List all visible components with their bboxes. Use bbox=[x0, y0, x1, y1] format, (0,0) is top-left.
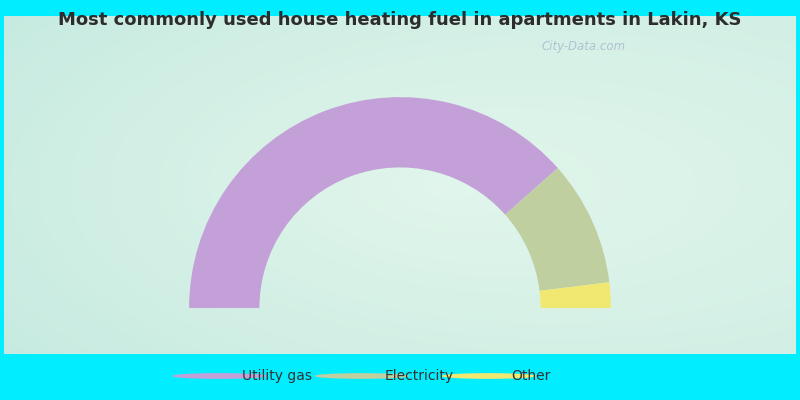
Wedge shape bbox=[539, 282, 611, 308]
Wedge shape bbox=[505, 168, 610, 291]
Text: Utility gas: Utility gas bbox=[242, 369, 312, 383]
Circle shape bbox=[172, 373, 267, 379]
Text: Most commonly used house heating fuel in apartments in Lakin, KS: Most commonly used house heating fuel in… bbox=[58, 11, 742, 29]
Circle shape bbox=[314, 373, 410, 379]
Circle shape bbox=[441, 373, 536, 379]
Wedge shape bbox=[189, 97, 558, 308]
Text: City-Data.com: City-Data.com bbox=[542, 40, 626, 53]
Text: Other: Other bbox=[511, 369, 550, 383]
Text: Electricity: Electricity bbox=[384, 369, 454, 383]
